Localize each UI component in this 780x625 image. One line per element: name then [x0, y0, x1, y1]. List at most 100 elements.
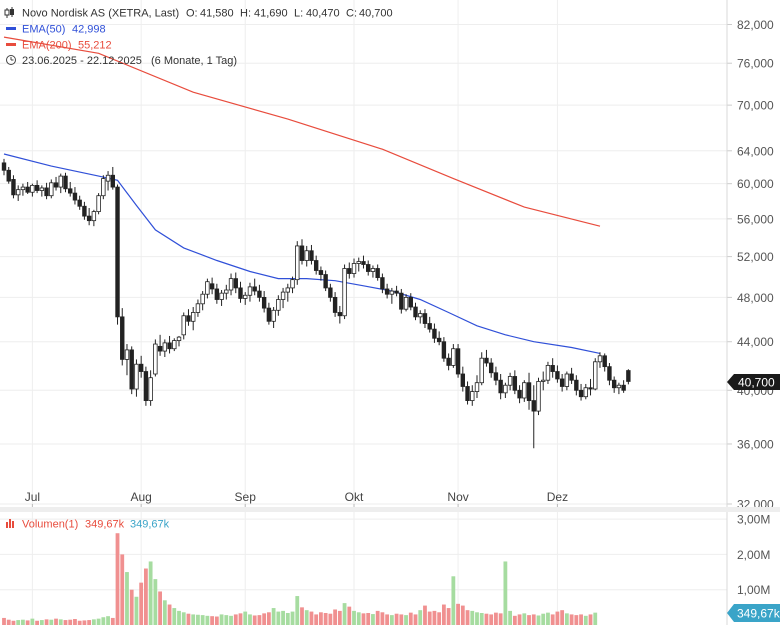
volume-bar — [356, 612, 361, 625]
candle — [347, 262, 352, 279]
volume-bar — [125, 572, 129, 625]
volume-bar — [129, 589, 134, 625]
candle-body — [394, 290, 399, 294]
legend-open-label: O: — [186, 8, 198, 20]
volume-legend: Volumen(1) 349,67k 349,67k — [6, 519, 170, 531]
volume-bar — [58, 619, 63, 625]
candle-body — [153, 343, 158, 375]
candle — [351, 258, 357, 278]
candle-body — [63, 175, 68, 190]
x-tick-label: Jul — [25, 490, 40, 504]
volume-bar — [30, 618, 35, 625]
candle — [129, 346, 134, 395]
candle — [323, 270, 328, 292]
candle — [366, 260, 371, 276]
volume-bar — [427, 611, 432, 625]
candle — [384, 283, 390, 299]
volume-bar — [181, 612, 186, 625]
candle-body — [143, 371, 149, 401]
volume-bar — [531, 614, 536, 625]
y-tick-label: 70,000 — [737, 99, 774, 113]
volume-bar — [39, 620, 44, 625]
candle-body — [621, 384, 626, 391]
volume-bar — [233, 614, 238, 625]
candle-body — [361, 261, 366, 265]
volume-bar — [205, 615, 210, 625]
candle-body — [299, 245, 305, 261]
candle — [233, 272, 238, 294]
candle — [583, 383, 588, 400]
volume-bar — [276, 611, 281, 625]
volume-bar — [11, 620, 16, 625]
candle-body — [441, 341, 447, 359]
candle — [370, 265, 376, 278]
candle — [15, 185, 21, 201]
legend-ema200-label: EMA(200) — [22, 40, 72, 52]
candle — [337, 305, 343, 324]
candle — [526, 372, 532, 410]
candle — [498, 373, 503, 400]
candle — [110, 166, 115, 190]
candle-body — [588, 387, 593, 390]
candle-body — [271, 309, 276, 322]
candle — [143, 366, 149, 406]
candle-body — [512, 376, 518, 391]
candle — [361, 255, 366, 269]
candle — [252, 278, 257, 296]
legend-title: Novo Nordisk AS (XETRA, Last) — [22, 8, 179, 20]
candle-body — [105, 174, 111, 182]
candle — [517, 385, 522, 404]
candle-body — [101, 178, 106, 197]
volume-bar — [177, 610, 181, 625]
volume-bar — [252, 615, 257, 625]
volume-bar — [224, 615, 229, 625]
candle — [200, 291, 205, 311]
candle — [550, 358, 555, 378]
volume-bar — [550, 614, 555, 625]
pane-divider[interactable] — [0, 507, 780, 512]
candle-body — [493, 372, 499, 381]
last-price-badge: 40,700 — [727, 374, 780, 390]
volume-bar — [106, 616, 110, 625]
candle-body — [72, 192, 78, 201]
candle-body — [205, 281, 210, 295]
candle-body — [280, 291, 286, 300]
candle-body — [479, 357, 484, 384]
volume-bar — [541, 613, 546, 625]
candle-body — [285, 287, 290, 293]
legend-low-value: 40,470 — [306, 8, 340, 20]
volume-bar — [77, 620, 82, 625]
volume-tick-label: 2,00M — [737, 548, 770, 562]
candle — [186, 309, 191, 326]
candle-body — [15, 189, 21, 196]
candle-body — [347, 268, 352, 274]
candle — [564, 371, 570, 391]
candle-body — [607, 366, 612, 381]
candle — [6, 166, 11, 184]
volume-bar — [441, 604, 446, 625]
candle — [332, 292, 338, 317]
candle — [545, 361, 551, 384]
candle-body — [318, 270, 324, 275]
candle — [503, 382, 508, 398]
series-line — [3, 153, 601, 354]
candle — [465, 381, 470, 405]
candle-body — [536, 381, 541, 412]
ema50-swatch-icon — [6, 27, 16, 30]
candle — [58, 173, 63, 194]
series-line — [3, 36, 601, 227]
candle-body — [53, 182, 59, 188]
volume-bar — [361, 613, 366, 625]
volume-bar — [517, 614, 522, 625]
y-tick-label: 56,000 — [737, 212, 774, 226]
volume-bar — [347, 606, 352, 625]
candle-body — [611, 379, 617, 389]
candle-body — [564, 373, 570, 387]
volume-bar — [73, 618, 77, 625]
volume-bar — [536, 615, 541, 625]
candle — [616, 382, 622, 395]
candle-body — [470, 391, 475, 401]
candle-body — [219, 292, 224, 300]
volume-bar — [394, 613, 399, 625]
